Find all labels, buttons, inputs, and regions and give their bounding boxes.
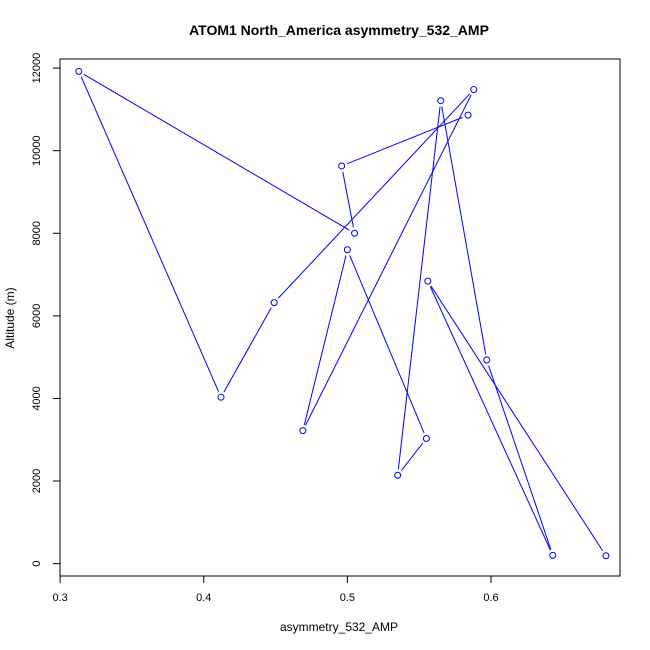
x-tick-label: 0.6 [483,592,498,604]
y-tick-label: 2000 [31,469,43,493]
y-tick-label: 0 [31,561,43,567]
series-segment [400,442,424,471]
series-segment [303,255,347,425]
data-point [394,471,402,479]
x-tick-label: 0.5 [340,592,355,604]
y-tick-label: 6000 [31,304,43,328]
series-segment [223,307,272,393]
data-point [483,356,491,364]
series-segment [342,171,354,228]
y-tick-label: 8000 [31,221,43,245]
series-segment [349,255,425,434]
series-segment [347,116,463,165]
series-segment [305,94,472,426]
data-point [422,434,430,442]
y-tick-label: 10000 [31,135,43,166]
series-segment [80,76,220,392]
y-axis-label: Altitude (m) [3,287,17,348]
y-axis: 0 2000 4000 6000 8000 10000 12000 [31,53,61,567]
data-point [343,246,351,254]
series-segment [277,93,471,299]
series-layer [75,67,610,560]
data-point [75,67,83,75]
data-point [217,393,225,401]
data-point [299,427,307,435]
data-point [270,299,278,307]
series-segment [430,285,604,552]
data-point [351,229,359,237]
chart-title: ATOM1 North_America asymmetry_532_AMP [189,22,489,38]
y-tick-label: 12000 [31,53,43,84]
data-point [464,111,472,119]
series-segment [429,286,551,551]
x-tick-label: 0.3 [52,592,67,604]
data-point [424,277,432,285]
data-point [470,86,478,94]
data-point [437,97,445,105]
data-point [602,552,610,560]
x-axis: 0.3 0.4 0.5 0.6 [52,575,499,604]
series-segment [488,365,552,550]
x-tick-label: 0.4 [196,592,211,604]
series-segment [441,106,487,355]
series-segment [397,106,441,470]
series-segment [83,73,350,231]
y-tick-label: 4000 [31,386,43,410]
data-point [338,162,346,170]
x-axis-label: asymmetry_532_AMP [280,620,398,634]
data-point [549,551,557,559]
